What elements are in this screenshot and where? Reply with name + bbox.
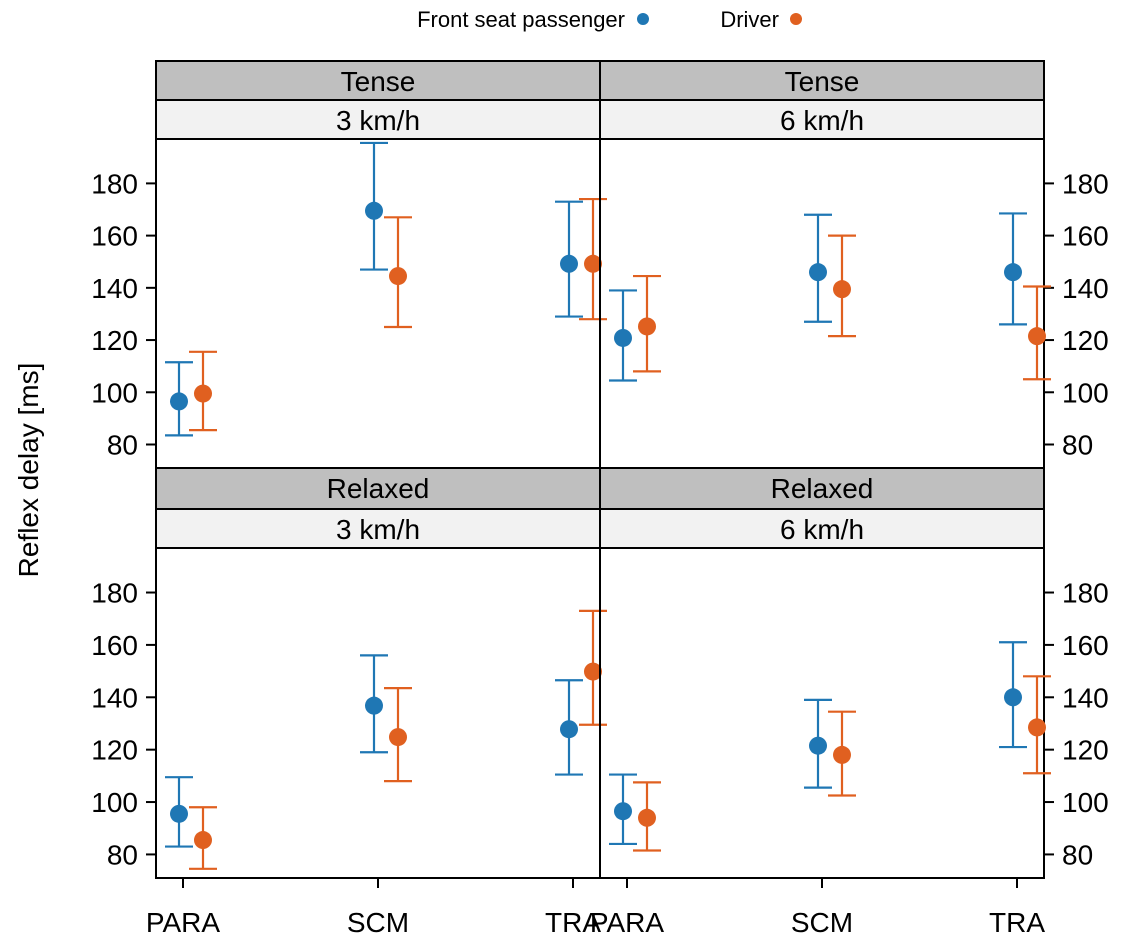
point-front-seat-passenger-tra bbox=[1004, 688, 1022, 707]
y-tick-label: 180 bbox=[91, 578, 138, 609]
point-front-seat-passenger-tra bbox=[1004, 263, 1022, 282]
point-driver-para bbox=[638, 808, 656, 827]
y-tick-label: 160 bbox=[91, 221, 138, 252]
y-tick-label: 120 bbox=[91, 735, 138, 766]
strip-condition-label: Relaxed bbox=[771, 473, 874, 504]
strip-speed-label: 3 km/h bbox=[336, 514, 420, 545]
point-front-seat-passenger-scm bbox=[809, 263, 827, 282]
point-driver-para bbox=[194, 384, 212, 403]
legend-marker-front-seat-passenger bbox=[637, 13, 649, 25]
strip-condition bbox=[599, 60, 1045, 101]
y-tick-label: 140 bbox=[1062, 273, 1109, 304]
point-driver-tra bbox=[584, 662, 602, 681]
point-driver-scm bbox=[833, 745, 851, 764]
y-tick-label: 80 bbox=[1062, 430, 1093, 461]
point-driver-para bbox=[194, 831, 212, 850]
y-tick-label: 80 bbox=[107, 430, 138, 461]
y-tick-label: 180 bbox=[1062, 168, 1109, 199]
point-driver-tra bbox=[1028, 327, 1046, 346]
point-front-seat-passenger-scm bbox=[809, 736, 827, 755]
x-tick-label-tra: TRA bbox=[545, 907, 601, 938]
y-axis-label: Reflex delay [ms] bbox=[13, 363, 44, 578]
strip-condition bbox=[599, 467, 1045, 510]
x-tick-label-para: PARA bbox=[146, 907, 220, 938]
legend-label-front-seat-passenger: Front seat passenger bbox=[417, 7, 625, 32]
point-front-seat-passenger-para bbox=[170, 804, 188, 823]
point-driver-scm bbox=[389, 267, 407, 286]
y-tick-label: 120 bbox=[91, 325, 138, 356]
y-tick-label: 180 bbox=[91, 168, 138, 199]
strip-speed bbox=[599, 508, 1045, 549]
legend-marker-driver bbox=[790, 13, 802, 25]
y-tick-label: 100 bbox=[1062, 377, 1109, 408]
y-tick-label: 100 bbox=[91, 787, 138, 818]
strip-condition-label: Relaxed bbox=[327, 473, 430, 504]
panel-tense-6-km-h: Tense 6 km/h 80 100 120 140 160 180 bbox=[599, 60, 1109, 469]
point-front-seat-passenger-para bbox=[614, 328, 632, 347]
strip-condition bbox=[155, 60, 601, 101]
strip-speed bbox=[155, 99, 601, 140]
panel-frame bbox=[599, 138, 1045, 469]
panel-tense-3-km-h: Tense 3 km/h 80 100 120 140 160 180 bbox=[91, 60, 607, 469]
y-tick-label: 120 bbox=[1062, 325, 1109, 356]
strip-speed bbox=[155, 508, 601, 549]
point-driver-tra bbox=[584, 254, 602, 273]
point-driver-para bbox=[638, 317, 656, 336]
y-tick-label: 160 bbox=[91, 630, 138, 661]
y-tick-label: 180 bbox=[1062, 578, 1109, 609]
point-driver-tra bbox=[1028, 718, 1046, 737]
point-driver-scm bbox=[389, 728, 407, 747]
y-tick-label: 80 bbox=[107, 839, 138, 870]
legend: Front seat passenger Driver bbox=[417, 7, 802, 32]
point-front-seat-passenger-tra bbox=[560, 720, 578, 739]
point-front-seat-passenger-scm bbox=[365, 201, 383, 220]
y-tick-label: 100 bbox=[91, 377, 138, 408]
y-tick-label: 140 bbox=[91, 682, 138, 713]
panel-frame bbox=[599, 547, 1045, 879]
panels: Tense 3 km/h 80 100 120 140 160 180 Tense 6 km/h 8… bbox=[91, 60, 1109, 938]
strip-speed bbox=[599, 99, 1045, 140]
point-front-seat-passenger-para bbox=[170, 392, 188, 411]
y-tick-label: 80 bbox=[1062, 839, 1093, 870]
panel-relaxed-3-km-h: Relaxed 3 km/h 80 100 120 140 160 180 PARA SCM TRA bbox=[91, 467, 607, 938]
strip-condition-label: Tense bbox=[785, 66, 860, 97]
y-tick-label: 140 bbox=[1062, 682, 1109, 713]
point-front-seat-passenger-tra bbox=[560, 254, 578, 273]
panel-frame bbox=[155, 138, 601, 469]
point-driver-scm bbox=[833, 280, 851, 299]
point-front-seat-passenger-para bbox=[614, 802, 632, 821]
y-tick-label: 140 bbox=[91, 273, 138, 304]
strip-speed-label: 6 km/h bbox=[780, 514, 864, 545]
strip-speed-label: 3 km/h bbox=[336, 105, 420, 136]
x-tick-label-scm: SCM bbox=[791, 907, 853, 938]
y-tick-label: 160 bbox=[1062, 221, 1109, 252]
y-tick-label: 160 bbox=[1062, 630, 1109, 661]
x-tick-label-scm: SCM bbox=[347, 907, 409, 938]
y-tick-label: 120 bbox=[1062, 735, 1109, 766]
panel-relaxed-6-km-h: Relaxed 6 km/h 80 100 120 140 160 180 PARA SCM TRA bbox=[590, 467, 1109, 938]
point-front-seat-passenger-scm bbox=[365, 696, 383, 715]
strip-speed-label: 6 km/h bbox=[780, 105, 864, 136]
strip-condition-label: Tense bbox=[341, 66, 416, 97]
legend-label-driver: Driver bbox=[720, 7, 779, 32]
x-tick-label-tra: TRA bbox=[989, 907, 1045, 938]
x-tick-label-para: PARA bbox=[590, 907, 664, 938]
y-tick-label: 100 bbox=[1062, 787, 1109, 818]
